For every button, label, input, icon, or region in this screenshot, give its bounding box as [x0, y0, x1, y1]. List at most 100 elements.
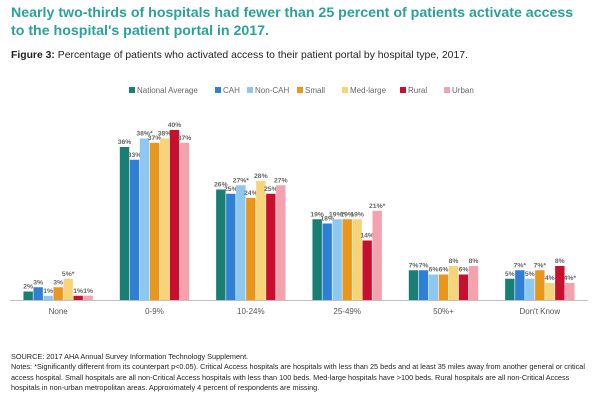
bar	[408, 270, 419, 300]
bar	[312, 219, 322, 300]
data-label: 33%	[128, 152, 142, 159]
footnote: Notes: *Significantly different from its…	[11, 362, 585, 393]
source-note: SOURCE: 2017 AHA Annual Survey Informati…	[11, 352, 249, 361]
bar	[322, 223, 332, 300]
data-label: 7%*	[514, 262, 527, 269]
data-label: 3%	[33, 279, 43, 286]
x-tick-label: 0-9%	[145, 307, 164, 316]
legend-swatch	[129, 87, 135, 93]
bar	[83, 295, 93, 300]
data-label: 5%	[505, 271, 515, 278]
notes-block: SOURCE: 2017 AHA Annual Survey Informati…	[11, 352, 589, 394]
data-label: 28%	[254, 173, 268, 180]
bar	[438, 274, 449, 300]
data-label: 19%	[340, 211, 354, 218]
data-label: 8%	[469, 258, 479, 265]
bar	[23, 291, 33, 300]
bar	[216, 189, 226, 300]
data-label: 19%	[350, 211, 364, 218]
bar	[555, 266, 565, 300]
legend-swatch	[342, 87, 348, 93]
bar	[149, 142, 160, 300]
data-label: 2%	[23, 284, 33, 291]
data-label: 38%	[158, 131, 172, 138]
bar	[565, 283, 575, 300]
legend-label: National Average	[137, 86, 198, 95]
x-tick-label: 50%+	[433, 307, 454, 316]
bar	[505, 278, 515, 300]
data-label: 21%*	[369, 203, 386, 210]
bar	[73, 295, 83, 300]
data-label: 27%*	[233, 177, 250, 184]
data-label: 6%	[429, 267, 439, 274]
bar	[458, 274, 469, 300]
bar	[276, 185, 286, 300]
bar	[352, 219, 362, 300]
bar	[129, 159, 140, 300]
bar-chart: National Average CAH Non-CAH Small Med-large…	[10, 86, 588, 316]
data-label: 40%	[168, 122, 182, 129]
x-tick-label: None	[49, 307, 69, 316]
data-label: 38%*	[136, 131, 153, 138]
bar	[525, 278, 535, 300]
bar	[418, 270, 429, 300]
data-label: 14%	[360, 233, 374, 240]
data-label: 1%	[73, 288, 83, 295]
x-tick-label: Don't Know	[519, 307, 560, 316]
data-label: 6%	[439, 267, 449, 274]
bar	[468, 266, 479, 300]
figure-label: Figure 3:	[11, 50, 55, 61]
bar	[53, 287, 63, 300]
x-tick-label: 10-24%	[237, 307, 265, 316]
bar	[515, 270, 525, 300]
legend-label: Rural	[408, 86, 427, 95]
data-label: 18%	[320, 216, 334, 223]
data-label: 5%*	[62, 271, 75, 278]
figure-caption: Percentage of patients who activated acc…	[57, 50, 468, 61]
bar	[179, 142, 190, 300]
bar	[236, 185, 246, 300]
bar	[226, 193, 236, 300]
legend-label: Urban	[452, 86, 474, 95]
x-tick-label: 25-49%	[333, 307, 361, 316]
bar	[448, 266, 459, 300]
bar	[256, 181, 266, 300]
bar	[342, 219, 352, 300]
legend-swatch	[215, 87, 221, 93]
bar	[63, 278, 73, 300]
data-label: 37%	[148, 135, 162, 142]
bar	[362, 240, 372, 300]
data-label: 25%	[224, 186, 238, 193]
data-label: 26%	[214, 182, 228, 189]
data-label: 6%	[459, 267, 469, 274]
data-label: 4%*	[564, 275, 577, 282]
bar	[535, 270, 545, 300]
data-label: 36%	[118, 139, 132, 146]
data-label: 7%	[409, 262, 419, 269]
bar	[246, 198, 256, 300]
headline: Nearly two-thirds of hospitals had fewer…	[11, 5, 574, 39]
data-label: 24%	[244, 190, 258, 197]
bar	[428, 274, 439, 300]
data-label: 27%	[274, 177, 288, 184]
data-label: 8%	[449, 258, 459, 265]
legend-label: CAH	[223, 86, 240, 95]
legend-label: Med-large	[350, 86, 387, 95]
bar	[33, 287, 43, 300]
data-label: 7%	[419, 262, 429, 269]
bar	[43, 295, 53, 300]
bar	[169, 130, 180, 300]
data-label: 1%	[83, 288, 93, 295]
legend-label: Non-CAH	[255, 86, 289, 95]
legend-swatch	[247, 87, 253, 93]
data-label: 5%	[525, 271, 535, 278]
data-label: 1%	[43, 288, 53, 295]
bar	[266, 193, 276, 300]
bar	[159, 138, 170, 300]
bar	[119, 147, 130, 300]
data-label: 19%*	[329, 211, 346, 218]
data-label: 7%*	[534, 262, 547, 269]
bar	[332, 219, 342, 300]
legend-label: Small	[305, 86, 325, 95]
data-label: 37%	[178, 135, 192, 142]
